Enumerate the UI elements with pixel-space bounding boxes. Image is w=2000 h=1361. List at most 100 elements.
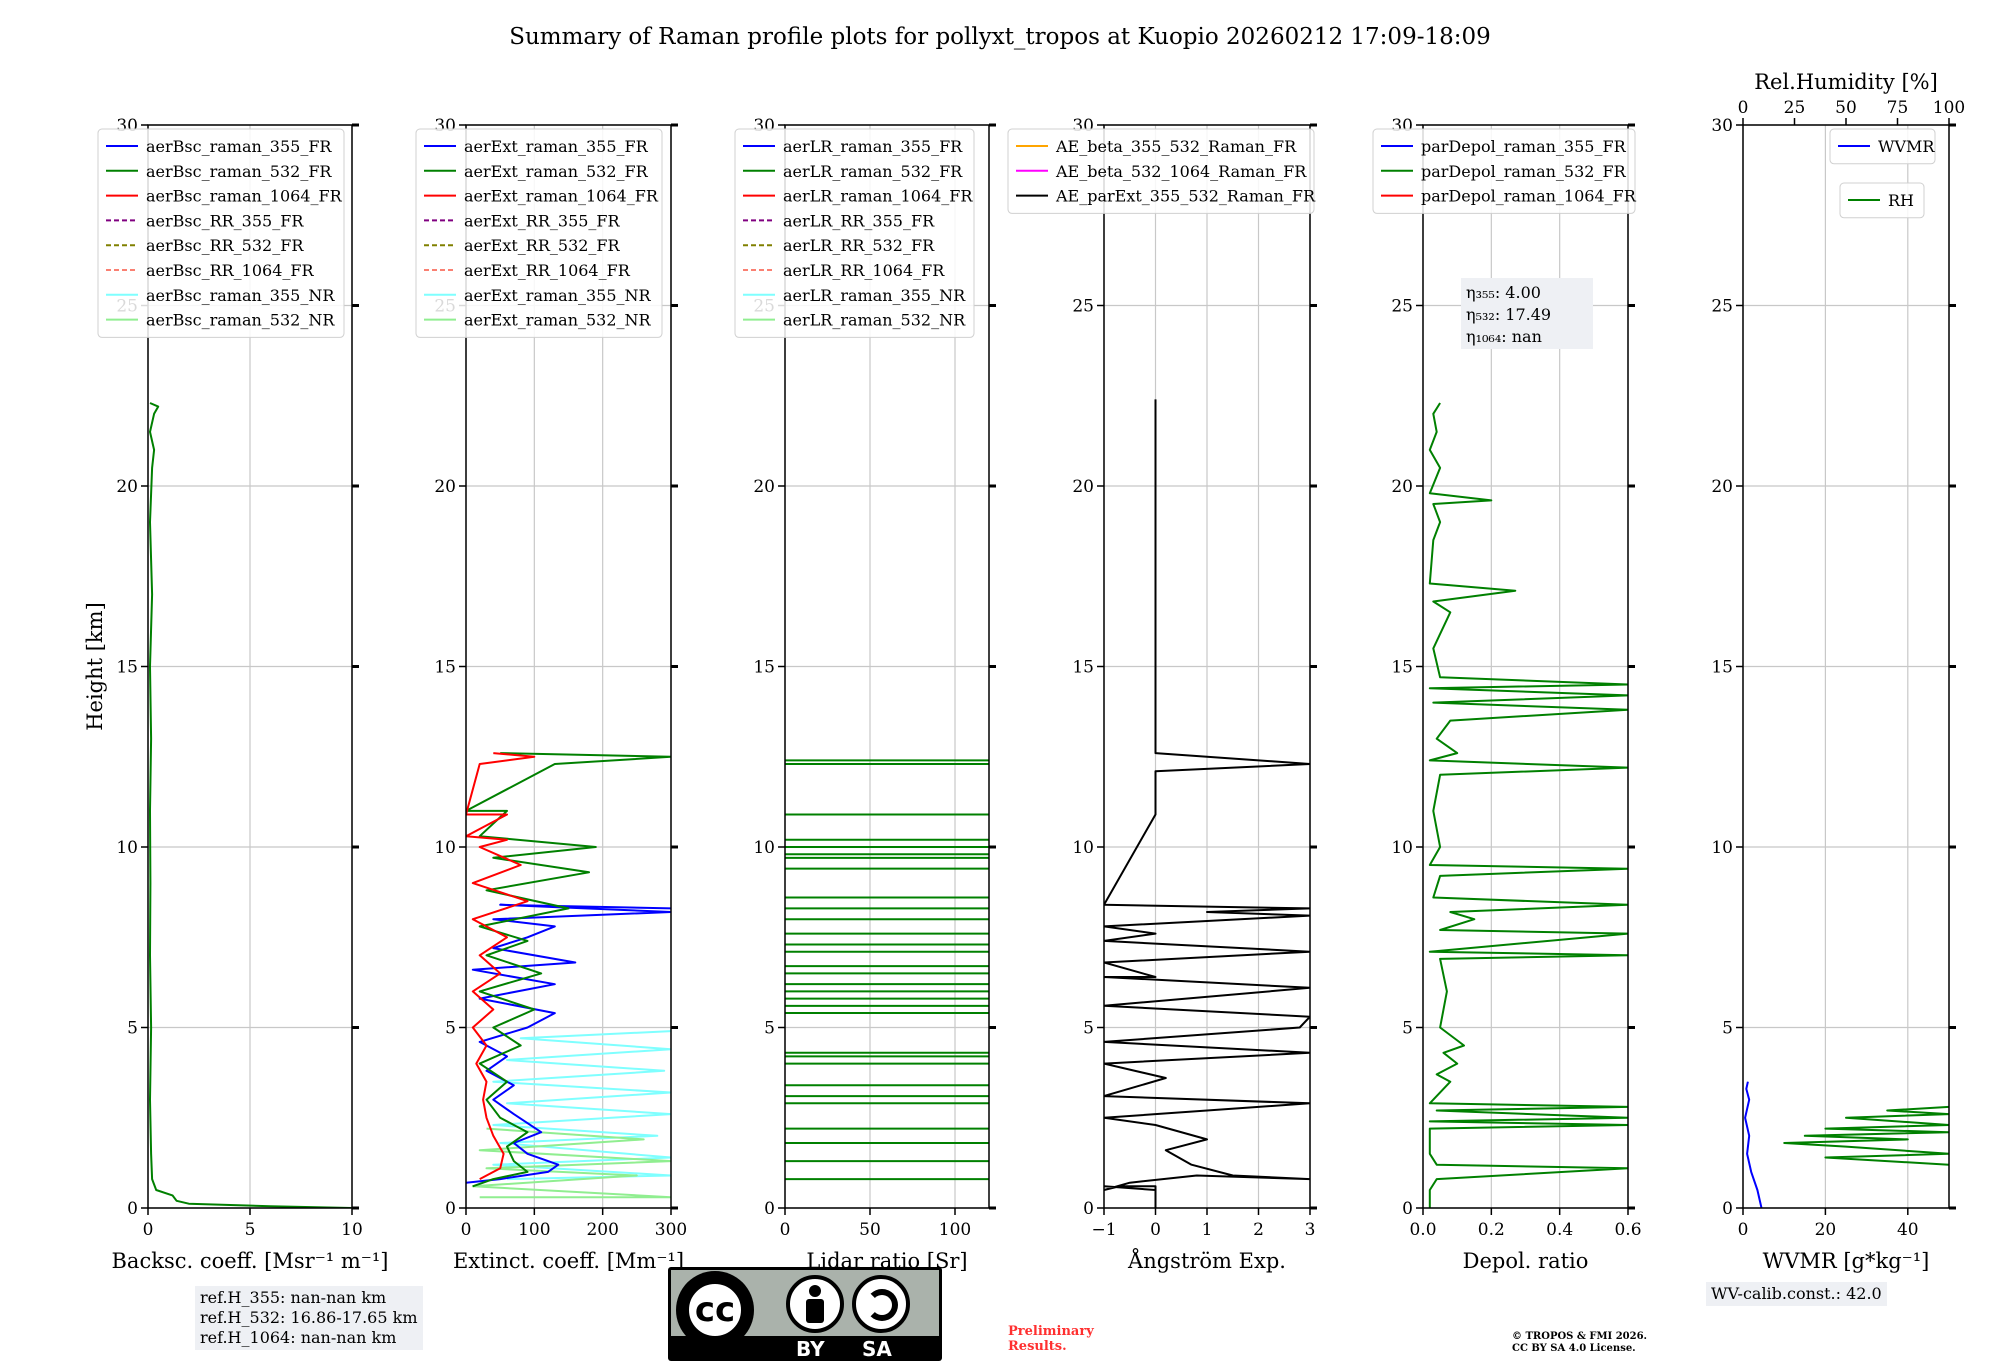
legend-entry: aerLR_RR_1064_FR (783, 261, 945, 280)
legend-wvmr: WVMR (1829, 128, 1936, 165)
legend-entry: aerExt_RR_1064_FR (464, 261, 631, 280)
x-tick-label: 5 (245, 1220, 256, 1240)
legend-entry: aerExt_raman_355_FR (464, 137, 649, 156)
x-axis-label: Depol. ratio (1463, 1249, 1589, 1273)
legend-entry: aerExt_raman_355_NR (464, 286, 652, 305)
y-tick-label: 10 (1711, 838, 1733, 858)
legend-rh: RH (1839, 182, 1925, 219)
legend-box (734, 128, 975, 338)
panel-lr: 051015202530050100Lidar ratio [Sr]aerLR_… (734, 116, 996, 1273)
x-tick-label: 100 (939, 1220, 971, 1240)
x-tick-label: 0 (1738, 1220, 1749, 1240)
by-person-body (806, 1299, 824, 1323)
y-tick-label: 0 (1402, 1199, 1413, 1219)
ref-height-1064: ref.H_1064: nan-nan km (200, 1328, 397, 1347)
legend-entry: aerExt_RR_532_FR (464, 236, 621, 255)
legend-entry: aerLR_raman_355_FR (783, 137, 963, 156)
series-ae-parext-355-532-raman-fr (1104, 399, 1310, 1208)
y-tick-label: 30 (1711, 116, 1733, 136)
legend-box (1372, 128, 1636, 214)
x-tick-label: 10 (341, 1220, 363, 1240)
legend-lr: aerLR_raman_355_FR aerLR_raman_532_FR aerL… (734, 128, 975, 338)
eta-1064: η₁₀₆₄: nan (1466, 327, 1542, 346)
legend-entry: aerExt_raman_532_FR (464, 162, 649, 181)
sa-label: SA (862, 1337, 892, 1361)
y-tick-label: 20 (434, 477, 456, 497)
y-tick-label: 15 (434, 658, 456, 678)
legend-entry: aerBsc_RR_355_FR (146, 211, 304, 230)
series-rh (1783, 1105, 1949, 1166)
legend-entry: aerBsc_raman_532_FR (146, 162, 332, 181)
legend-entry: aerLR_RR_355_FR (783, 211, 935, 230)
y-tick-label: 10 (1391, 838, 1413, 858)
sa-share-arrow (866, 1289, 898, 1321)
legend-ae: AE_beta_355_532_Raman_FR AE_beta_532_1064… (1007, 128, 1316, 214)
legend-entry: aerBsc_raman_1064_FR (146, 187, 343, 206)
panel-bsc: 0510152025300510Backsc. coeff. [Msr⁻¹ m⁻… (83, 116, 388, 1273)
y-tick-label: 5 (127, 1019, 138, 1039)
ref-height-355: ref.H_355: nan-nan km (200, 1288, 387, 1307)
series-group (1744, 1081, 1949, 1208)
y-axis-label: Height [km] (83, 602, 107, 731)
y-tick-label: 5 (1402, 1019, 1413, 1039)
x-tick-label: −1 (1091, 1220, 1116, 1240)
y-tick-label: 0 (445, 1199, 456, 1219)
eta-532: η₅₃₂: 17.49 (1466, 305, 1551, 324)
x-axis-label: WVMR [g*kg⁻¹] (1763, 1249, 1930, 1273)
series-aerext-raman-532-nr (471, 1127, 671, 1199)
series-group (785, 759, 989, 1181)
by-label: BY (796, 1337, 825, 1361)
top-x-tick-label: 25 (1784, 98, 1806, 118)
series-aerbsc-raman-532-fr (149, 402, 352, 1208)
x-axis-label: Ångström Exp. (1127, 1248, 1286, 1273)
preliminary-line-2: Results. (1008, 1339, 1067, 1354)
x-tick-label: 0 (461, 1220, 472, 1240)
legend-entry: aerLR_raman_532_FR (783, 162, 963, 181)
y-tick-label: 15 (1072, 658, 1094, 678)
series-group (1104, 399, 1310, 1208)
legend-entry: aerBsc_RR_1064_FR (146, 261, 315, 280)
x-tick-label: 3 (1305, 1220, 1316, 1240)
y-tick-label: 20 (1072, 477, 1094, 497)
eta-box: η₃₅₅: 4.00 η₅₃₂: 17.49 η₁₀₆₄: nan (1461, 278, 1593, 349)
legend-entry: RH (1888, 191, 1914, 210)
ref-height-532: ref.H_532: 16.86-17.65 km (200, 1308, 418, 1327)
x-tick-label: 2 (1253, 1220, 1264, 1240)
legend-entry: aerLR_RR_532_FR (783, 236, 935, 255)
x-tick-label: 0.6 (1614, 1220, 1641, 1240)
legend-entry: aerLR_raman_532_NR (783, 311, 966, 330)
top-x-tick-label: 50 (1835, 98, 1857, 118)
wv-calib-const: WV-calib.const.: 42.0 (1711, 1284, 1882, 1303)
legend-box (97, 128, 345, 338)
eta-box-bg (1461, 278, 1593, 349)
preliminary-note: Preliminary Results. (1008, 1324, 1094, 1354)
legend-box (1829, 128, 1936, 165)
series-pardepol-raman-532-fr (1428, 402, 1628, 1208)
y-tick-label: 20 (1391, 477, 1413, 497)
top-x-tick-label: 100 (1933, 98, 1965, 118)
x-tick-label: 0 (780, 1220, 791, 1240)
series-wvmr (1744, 1081, 1763, 1208)
by-person-head (809, 1285, 821, 1297)
x-tick-label: 50 (859, 1220, 881, 1240)
legend-box (1007, 128, 1315, 214)
preliminary-line-1: Preliminary (1008, 1324, 1094, 1339)
legend-entry: aerBsc_RR_532_FR (146, 236, 304, 255)
x-axis-label: Extinct. coeff. [Mm⁻¹] (453, 1249, 684, 1273)
y-tick-label: 0 (127, 1199, 138, 1219)
legend-entry: parDepol_raman_355_FR (1421, 137, 1627, 156)
figure-title: Summary of Raman profile plots for polly… (509, 24, 1491, 50)
y-tick-label: 0 (1722, 1199, 1733, 1219)
series-aerext-raman-1064-fr (466, 752, 536, 1180)
legend-entry: aerBsc_raman_532_NR (146, 311, 335, 330)
x-tick-label: 1 (1202, 1220, 1213, 1240)
x-tick-label: 0.4 (1546, 1220, 1573, 1240)
legend-entry: aerLR_raman_1064_FR (783, 187, 973, 206)
eta-355: η₃₅₅: 4.00 (1466, 283, 1541, 302)
y-tick-label: 25 (1391, 297, 1413, 317)
y-tick-label: 20 (1711, 477, 1733, 497)
y-tick-label: 15 (1711, 658, 1733, 678)
series-aerext-raman-355-nr (492, 1030, 671, 1181)
